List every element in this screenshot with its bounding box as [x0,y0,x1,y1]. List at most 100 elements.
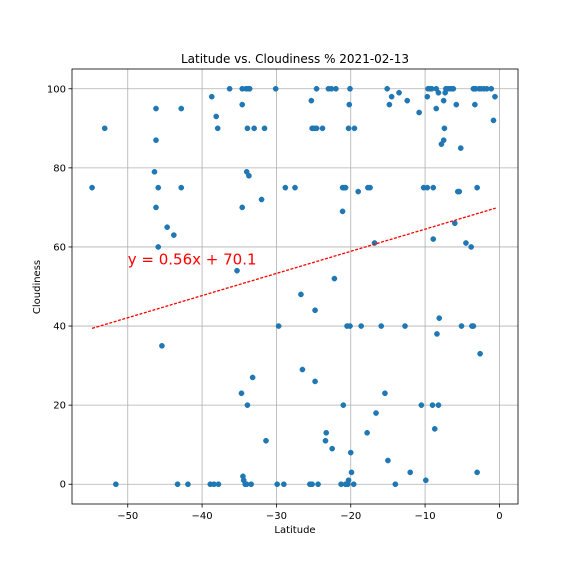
data-point [474,184,480,191]
data-point [89,184,95,191]
data-point [261,125,268,132]
data-point [378,323,385,329]
x-tick-label: 0 [496,511,502,522]
data-point [386,101,393,108]
data-point [215,481,222,488]
data-point [342,184,349,191]
data-point [309,481,315,488]
data-point [385,457,391,464]
data-point [170,232,177,238]
data-point [435,402,442,408]
data-point [281,481,287,488]
axis-ticks: −50 −40 −30 −20 −10 0 0 20 40 60 80 100 [47,84,503,522]
data-point [246,85,253,92]
data-point [402,323,408,329]
data-point [472,101,478,108]
x-tick-label: −20 [340,511,361,522]
data-point [313,85,320,92]
data-point [238,390,245,397]
data-point [323,429,330,436]
data-point [208,93,215,100]
data-point [492,93,498,100]
data-point [441,125,448,132]
data-point [234,267,240,274]
x-tick-label: −30 [266,511,287,522]
data-point [282,184,289,191]
data-point [384,85,391,92]
data-point [313,125,320,132]
data-point [308,97,315,104]
data-point [351,125,358,132]
data-point [299,366,306,373]
data-point [101,125,108,132]
data-point [153,204,159,211]
data-point [178,184,185,191]
data-point [440,137,447,144]
data-point [159,342,165,349]
data-point [155,244,162,250]
data-point [333,85,339,92]
data-point [155,184,162,191]
data-point [396,89,402,96]
x-tick-label: −50 [117,511,138,522]
data-point [329,445,336,452]
data-point [275,323,282,329]
data-point [424,93,431,100]
data-point [185,481,191,488]
data-point [319,125,326,132]
data-point [322,437,329,444]
data-point [249,374,256,381]
data-point [312,307,318,314]
data-point [274,481,281,488]
data-point [488,85,495,92]
data-point [214,125,221,132]
regression-line [91,207,496,329]
data-point [153,137,159,144]
grid-lines [72,69,518,504]
data-point [113,481,119,488]
data-point [435,89,442,96]
data-point [315,481,321,488]
data-point [226,85,233,92]
data-point [347,323,353,329]
data-point [153,105,159,112]
data-point [433,105,440,112]
data-point [422,477,429,484]
x-tick-label: −10 [415,511,436,522]
data-point [457,145,464,151]
y-tick-label: 80 [53,163,66,174]
data-point [292,184,298,191]
y-tick-label: 60 [53,242,66,253]
data-point [355,188,362,195]
data-point [388,93,395,100]
data-point [239,204,246,211]
data-point [312,378,318,385]
data-point [345,125,352,132]
data-point [429,402,436,408]
plot-frame [71,68,519,505]
data-point [392,481,399,488]
data-point [430,184,437,191]
data-points [89,85,498,488]
data-point [436,315,443,321]
data-point [430,236,437,242]
data-point [346,101,353,108]
data-point [456,188,463,195]
data-point [416,109,422,116]
data-point [339,208,346,215]
data-point [434,331,440,337]
data-point [248,481,254,488]
data-point [470,323,477,329]
data-point [178,105,185,112]
data-point [477,350,483,357]
chart-title: Latitude vs. Cloudiness % 2021-02-13 [181,52,409,66]
y-axis-label: Cloudiness [32,260,43,314]
data-point [358,323,365,329]
data-point [458,323,465,329]
data-point [364,429,370,436]
data-point [431,426,438,432]
data-point [450,85,457,92]
data-point [272,85,279,92]
data-point [463,240,469,246]
data-point [474,469,480,476]
